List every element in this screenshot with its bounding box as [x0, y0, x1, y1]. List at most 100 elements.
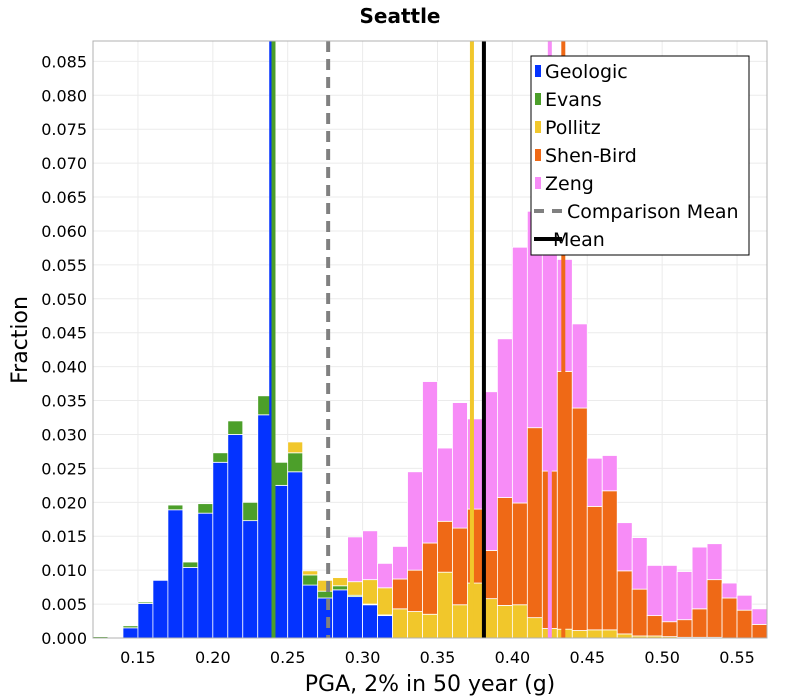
bar-pollitz — [377, 587, 393, 616]
bar-geologic — [197, 512, 214, 639]
y-axis-ticks: 0.000 0.005 0.010 0.015 0.020 0.025 0.030 0.035… — [41, 52, 87, 648]
bar-geologic — [317, 597, 334, 639]
legend-swatch-geologic — [535, 65, 541, 77]
bar-evans — [182, 561, 199, 568]
bar-shen-bird — [526, 427, 543, 619]
legend-swatch-shen-bird — [535, 149, 541, 161]
bar-pollitz — [496, 605, 513, 639]
bar-geologic — [182, 567, 199, 639]
bar-zeng — [691, 546, 708, 610]
bar-shen-bird — [467, 508, 483, 584]
bar-shen-bird — [706, 579, 723, 638]
plot-frame — [92, 40, 768, 639]
legend-label-pollitz: Pollitz — [545, 117, 601, 139]
bar-zeng — [362, 530, 378, 581]
bar-shen-bird — [392, 578, 408, 610]
bars — [92, 210, 768, 639]
bar-evans — [227, 420, 244, 435]
bar-shen-bird — [407, 569, 423, 612]
y-tick-label: 0.010 — [41, 561, 87, 580]
bar-pollitz — [407, 611, 423, 639]
bar-shen-bird — [452, 527, 468, 606]
bar-zeng — [496, 338, 513, 498]
bar-shen-bird — [631, 588, 648, 637]
bar-evans — [332, 585, 349, 591]
y-tick-label: 0.080 — [41, 86, 87, 105]
bar-shen-bird — [496, 497, 513, 606]
bar-zeng — [736, 594, 753, 611]
y-tick-label: 0.000 — [41, 629, 87, 648]
legend-label-zeng: Zeng — [545, 173, 594, 195]
y-tick-label: 0.030 — [41, 425, 87, 444]
bar-evans — [242, 501, 259, 522]
bar-geologic — [212, 461, 229, 639]
bar-geologic — [227, 434, 244, 639]
y-tick-label: 0.055 — [41, 256, 87, 275]
bar-zeng — [452, 402, 468, 529]
bar-pollitz — [437, 571, 453, 639]
bar-pollitz — [601, 629, 618, 639]
bar-pollitz — [467, 582, 483, 639]
x-tick-label: 0.50 — [644, 648, 680, 667]
bar-zeng — [422, 381, 438, 544]
bar-geologic — [332, 589, 349, 639]
x-tick-label: 0.20 — [195, 648, 231, 667]
bar-pollitz — [571, 630, 588, 639]
y-tick-label: 0.050 — [41, 290, 87, 309]
bar-zeng — [407, 471, 423, 571]
bar-pollitz — [422, 613, 438, 639]
legend: Geologic Evans Pollitz Shen-Bird Zeng Compari… — [530, 55, 750, 256]
bar-shen-bird — [601, 490, 618, 631]
y-tick-label: 0.065 — [41, 188, 87, 207]
bar-shen-bird — [751, 624, 768, 639]
bar-shen-bird — [721, 597, 738, 639]
bar-zeng — [437, 447, 453, 522]
bar-zeng — [751, 608, 768, 625]
legend-label-evans: Evans — [545, 89, 602, 111]
bar-shen-bird — [661, 621, 678, 638]
bar-geologic — [302, 584, 319, 639]
legend-swatch-zeng — [535, 177, 541, 189]
legend-label-geologic: Geologic — [545, 61, 628, 83]
bar-zeng — [616, 522, 633, 572]
bar-pollitz — [586, 629, 603, 639]
y-tick-label: 0.045 — [41, 324, 87, 343]
y-tick-label: 0.060 — [41, 222, 87, 241]
bar-zeng — [586, 457, 603, 507]
bar-zeng — [601, 455, 618, 492]
bar-pollitz — [347, 581, 364, 596]
bar-geologic — [137, 603, 154, 639]
legend-box — [530, 55, 750, 256]
bar-geologic — [122, 627, 139, 639]
bar-zeng — [571, 323, 588, 409]
legend-label-mean: Mean — [553, 229, 605, 251]
bar-zeng — [721, 582, 738, 599]
bar-evans — [212, 452, 229, 463]
bar-geologic — [362, 604, 378, 639]
bar-geologic — [242, 520, 259, 639]
y-tick-label: 0.035 — [41, 392, 87, 411]
x-tick-label: 0.15 — [120, 648, 156, 667]
bar-evans — [167, 504, 184, 511]
x-axis-ticks: 0.15 0.20 0.25 0.30 0.35 0.40 0.45 0.50 0.55 — [120, 648, 755, 667]
bar-pollitz — [526, 617, 543, 639]
bar-shen-bird — [571, 407, 588, 631]
x-tick-label: 0.25 — [270, 648, 306, 667]
y-tick-label: 0.015 — [41, 527, 87, 546]
bar-evans — [302, 574, 319, 586]
bar-shen-bird — [646, 615, 663, 637]
y-tick-label: 0.040 — [41, 358, 87, 377]
bar-zeng — [706, 543, 723, 581]
bar-zeng — [511, 246, 528, 504]
bar-shen-bird — [586, 505, 603, 631]
bar-geologic — [377, 615, 393, 639]
bar-geologic — [287, 471, 304, 639]
bar-zeng — [392, 546, 408, 580]
y-tick-label: 0.005 — [41, 595, 87, 614]
y-tick-label: 0.025 — [41, 459, 87, 478]
y-tick-label: 0.085 — [41, 52, 87, 71]
y-tick-label: 0.020 — [41, 493, 87, 512]
x-axis-label: PGA, 2% in 50 year (g) — [305, 672, 556, 697]
bar-evans — [287, 452, 304, 473]
